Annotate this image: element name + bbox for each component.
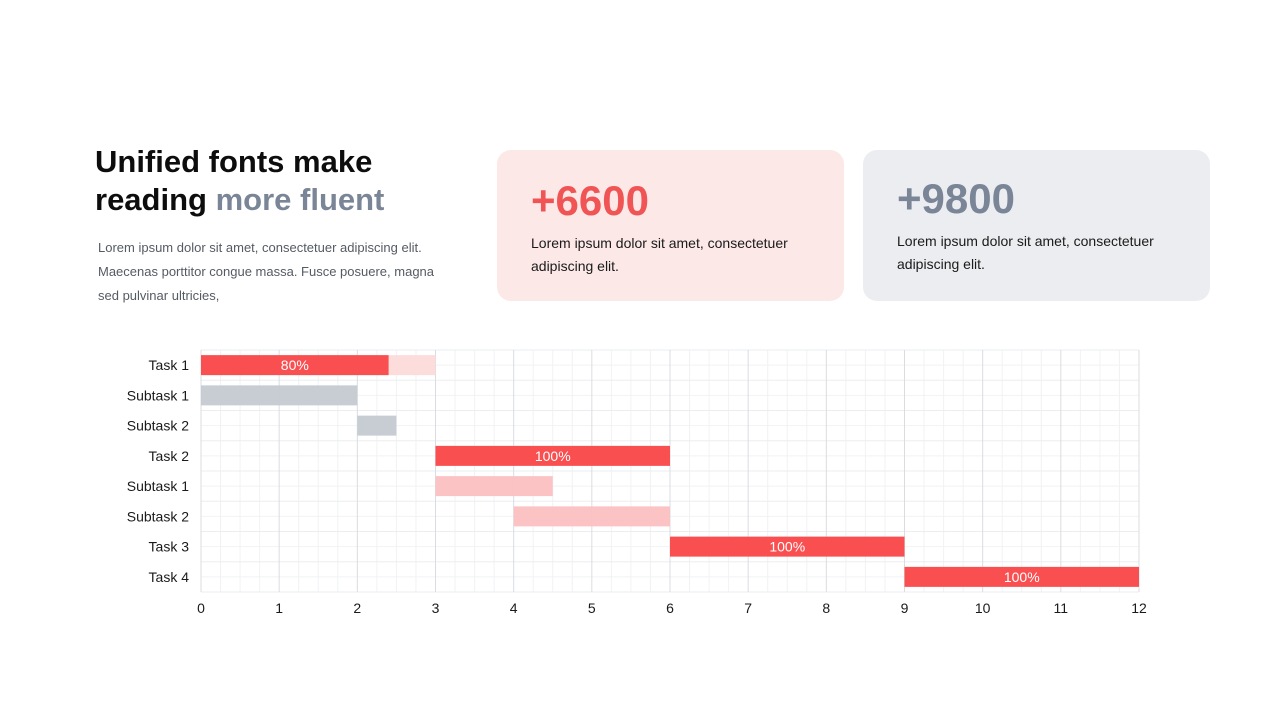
headline-line-1: Unified fonts make (95, 144, 373, 179)
x-tick-label: 11 (1054, 600, 1069, 616)
x-tick-label: 3 (432, 600, 440, 616)
x-tick-label: 1 (275, 600, 283, 616)
stat-value-2: +9800 (897, 175, 1015, 222)
gantt-bars: 80% 100% 100% 100% (201, 355, 1139, 587)
stat-description-1: Lorem ipsum dolor sit amet, consectetuer… (531, 235, 788, 274)
x-tick-label: 2 (353, 600, 361, 616)
row-label: Task 2 (149, 448, 190, 464)
intro-paragraph: Lorem ipsum dolor sit amet, consectetuer… (98, 240, 435, 303)
stat-card-2: +9800 Lorem ipsum dolor sit amet, consec… (863, 150, 1210, 301)
stat-card-1: +6600 Lorem ipsum dolor sit amet, consec… (497, 150, 844, 301)
subtask-bar (513, 506, 670, 527)
stat-value-1: +6600 (531, 177, 649, 224)
row-label: Task 3 (149, 539, 190, 555)
task-progress-label: 100% (535, 448, 571, 464)
task-bar-progress (201, 355, 389, 376)
x-tick-label: 0 (197, 600, 205, 616)
task-progress-label: 100% (1004, 569, 1040, 585)
headline: Unified fonts make reading more fluent (95, 143, 475, 219)
task-bar (670, 536, 905, 557)
row-label: Subtask 2 (127, 508, 189, 524)
task-progress-label: 80% (281, 357, 309, 373)
task-bar (435, 445, 670, 466)
x-tick-label: 12 (1131, 600, 1147, 616)
x-tick-label: 8 (822, 600, 830, 616)
row-label: Subtask 1 (127, 478, 189, 494)
subtask-bar (435, 476, 553, 497)
row-label: Subtask 1 (127, 387, 189, 403)
x-tick-label: 9 (901, 600, 909, 616)
x-tick-label: 5 (588, 600, 596, 616)
row-label: Subtask 2 (127, 418, 189, 434)
row-label: Task 4 (149, 569, 190, 585)
stat-description-2: Lorem ipsum dolor sit amet, consectetuer… (897, 233, 1154, 272)
headline-line-2-plain: reading (95, 182, 216, 217)
x-tick-label: 4 (510, 600, 518, 616)
subtask-bar (357, 415, 397, 436)
task-progress-label: 100% (769, 539, 805, 555)
x-tick-label: 10 (975, 600, 991, 616)
x-tick-label: 7 (744, 600, 752, 616)
headline-line-2-accent: more fluent (215, 182, 385, 217)
x-tick-label: 6 (666, 600, 674, 616)
gantt-labels: Task 1 Subtask 1 Subtask 2 Task 2 Subtask 1 S… (127, 357, 1147, 616)
row-label: Task 1 (149, 357, 190, 373)
task-bar (904, 566, 1139, 587)
subtask-bar (201, 385, 358, 406)
